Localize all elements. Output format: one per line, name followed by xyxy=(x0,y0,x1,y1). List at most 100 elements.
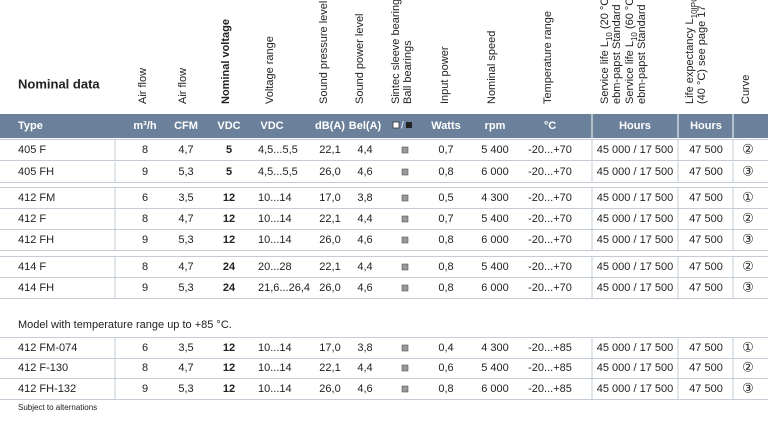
cell: 405 F xyxy=(18,144,46,156)
cell: 6 xyxy=(142,192,148,204)
cell: 45 000 / 17 500 xyxy=(597,213,673,225)
unit-label: Type xyxy=(18,120,43,132)
cell: -20...+70 xyxy=(528,282,572,294)
unit-label: rpm xyxy=(485,120,506,132)
cell: -20...+70 xyxy=(528,213,572,225)
cell: 4,4 xyxy=(357,213,372,225)
cell: 412 F xyxy=(18,213,46,225)
bearing-icon xyxy=(401,385,409,393)
cell: -20...+85 xyxy=(528,383,572,395)
cell: 4,7 xyxy=(178,261,193,273)
cell: 26,0 xyxy=(319,234,340,246)
cell: 12 xyxy=(223,362,235,374)
cell: ③ xyxy=(742,380,754,395)
unit-label: dB(A) xyxy=(315,120,345,132)
cell: 47 500 xyxy=(689,192,723,204)
cell: 5 xyxy=(226,166,232,178)
cell: 10...14 xyxy=(258,192,292,204)
column-header: Air flow xyxy=(177,68,189,104)
column-header: Curve xyxy=(740,75,752,104)
header-text: Nominal speed xyxy=(486,31,498,104)
column-header: Sound power level xyxy=(354,13,366,104)
unit-label: Watts xyxy=(431,120,461,132)
cell: ③ xyxy=(742,163,754,178)
cell: 6 000 xyxy=(481,166,509,178)
cell: 0,7 xyxy=(438,213,453,225)
cell: 47 500 xyxy=(689,362,723,374)
cell: 8 xyxy=(142,362,148,374)
cell: 9 xyxy=(142,282,148,294)
unit-label: Bel(A) xyxy=(349,120,382,132)
column-header: ebm-papst Standard xyxy=(636,4,648,104)
cell: 5 400 xyxy=(481,144,509,156)
cell: 4,4 xyxy=(357,362,372,374)
cell: 24 xyxy=(223,261,236,273)
cell: 12 xyxy=(223,234,235,246)
cell: 8 xyxy=(142,213,148,225)
cell: 47 500 xyxy=(689,213,723,225)
column-header: Sound pressure level xyxy=(318,1,330,104)
bearing-icon xyxy=(401,364,409,372)
cell: ① xyxy=(742,339,754,354)
column-header: Input power xyxy=(439,46,451,104)
column-header: Service life L10 (20 °C) xyxy=(599,0,614,104)
cell: 414 FH xyxy=(18,282,54,294)
cell: 5 xyxy=(226,144,232,156)
cell: 6 000 xyxy=(481,282,509,294)
cell: ② xyxy=(742,258,754,273)
bearing-icon xyxy=(401,194,409,202)
column-header: Ball bearings xyxy=(402,40,414,104)
bearing-icon xyxy=(401,236,409,244)
cell: 12 xyxy=(223,192,235,204)
bearing-icon xyxy=(401,168,409,176)
bearing-icon xyxy=(401,146,409,154)
cell: 4,6 xyxy=(357,234,372,246)
cell: 412 FM-074 xyxy=(18,342,77,354)
cell: 24 xyxy=(223,282,236,294)
cell: 4,6 xyxy=(357,282,372,294)
header-text: Sintec sleeve bearings xyxy=(390,0,402,104)
unit-label: °C xyxy=(544,120,556,132)
cell: 8 xyxy=(142,144,148,156)
column-header: (40 °C) see page 17 xyxy=(696,5,708,104)
cell: 412 F-130 xyxy=(18,362,68,374)
cell: 0,8 xyxy=(438,234,453,246)
header-text: ebm-papst Standard xyxy=(636,4,648,104)
header-text: Nominal voltage xyxy=(220,19,232,104)
cell: 47 500 xyxy=(689,261,723,273)
svg-text:/: / xyxy=(401,121,404,132)
column-header: Nominal voltage xyxy=(220,19,232,104)
cell: ② xyxy=(742,141,754,156)
header-text: Voltage range xyxy=(264,36,276,104)
cell: 17,0 xyxy=(319,192,340,204)
cell: 4,6 xyxy=(357,383,372,395)
cell: 9 xyxy=(142,234,148,246)
cell: 45 000 / 17 500 xyxy=(597,144,673,156)
cell: 9 xyxy=(142,383,148,395)
bearing-icon xyxy=(401,344,409,352)
header-text: Air flow xyxy=(137,68,149,104)
cell: 0,8 xyxy=(438,282,453,294)
unit-label: Hours xyxy=(690,120,722,132)
bearing-legend: / xyxy=(392,121,412,132)
unit-label: VDC xyxy=(217,120,240,132)
cell: 9 xyxy=(142,166,148,178)
cell: 8 xyxy=(142,261,148,273)
cell: 0,4 xyxy=(438,342,453,354)
column-header: Temperature range xyxy=(542,11,554,104)
table-title: Nominal data xyxy=(18,76,100,91)
cell: 3,5 xyxy=(178,192,193,204)
column-header: Voltage range xyxy=(264,36,276,104)
cell: 5,3 xyxy=(178,383,193,395)
cell: 0,5 xyxy=(438,192,453,204)
cell: 3,5 xyxy=(178,342,193,354)
cell: ③ xyxy=(742,279,754,294)
column-header: Air flow xyxy=(137,68,149,104)
header-text: Sound power level xyxy=(354,13,366,104)
bearing-icon xyxy=(401,284,409,292)
cell: ① xyxy=(742,189,754,204)
column-header: ebm-papst Standard xyxy=(611,4,623,104)
cell: ③ xyxy=(742,231,754,246)
cell: 45 000 / 17 500 xyxy=(597,261,673,273)
footnote: Subject to alternations xyxy=(18,403,97,412)
